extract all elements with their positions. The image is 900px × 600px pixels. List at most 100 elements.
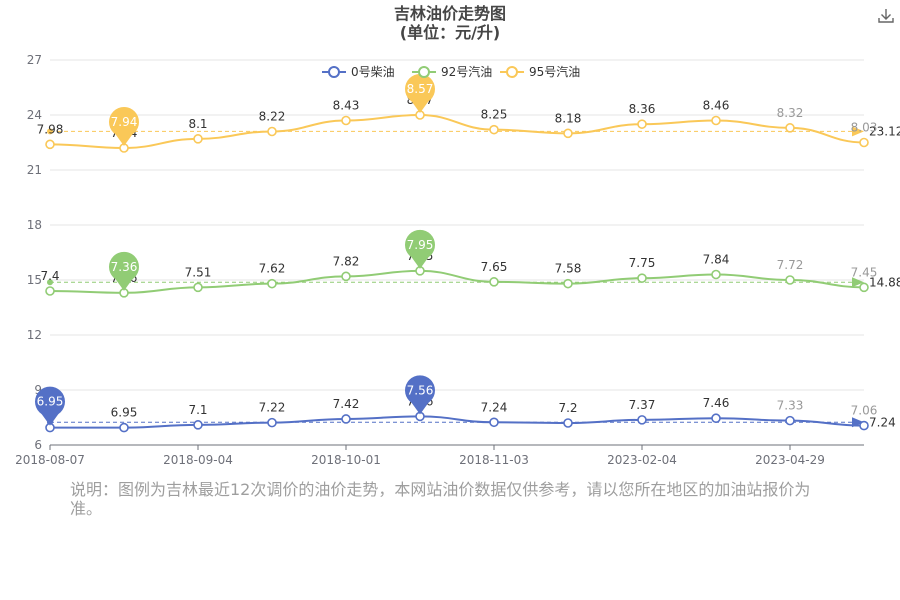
data-point (785, 275, 795, 285)
average-start-gas92 (47, 279, 53, 286)
data-label: 8.46 (703, 99, 730, 113)
legend-label-gas92: 92号汽油 (441, 64, 492, 79)
chart-title: 吉林油价走势图 (单位：元/升) (0, 4, 900, 42)
data-point (341, 271, 351, 282)
data-point (193, 420, 203, 430)
y-tick-label: 27 (27, 53, 42, 67)
legend-label-gas95: 95号汽油 (529, 64, 580, 79)
data-label: 7.37 (629, 398, 656, 412)
legend-label-diesel0: 0号柴油 (351, 65, 395, 79)
max-pin-diesel0-label: 7.56 (407, 383, 434, 397)
data-label: 7.82 (333, 254, 360, 268)
x-tick-label: 2023-02-04 (607, 453, 677, 467)
series-line-diesel0 (50, 415, 865, 429)
y-tick-label: 12 (27, 328, 42, 342)
chart-title-unit: (单位：元/升) (399, 23, 501, 42)
data-label: 7.65 (481, 260, 508, 274)
data-point (193, 134, 203, 144)
legend-symbol-diesel0 (328, 66, 340, 78)
data-point (341, 115, 351, 126)
data-label: 7.51 (185, 265, 212, 279)
series-gas92: 14.887.47.367.517.627.827.957.657.587.75… (40, 249, 900, 298)
data-label: 7.62 (259, 262, 286, 276)
average-arrow-gas95 (852, 126, 864, 137)
data-point (785, 415, 795, 426)
data-point (267, 417, 277, 428)
download-icon-graphic (878, 9, 894, 23)
data-label: 7.42 (333, 397, 360, 411)
data-label: 7.1 (188, 403, 207, 417)
max-pin-gas92: 7.95 (405, 229, 435, 269)
average-label-gas92: 14.88 (869, 275, 900, 289)
y-tick-label: 15 (27, 273, 42, 287)
max-pin-gas95-head (405, 74, 435, 104)
data-point (45, 286, 55, 296)
x-tick-label: 2023-04-29 (755, 453, 825, 467)
min-pin-diesel0: 6.95 (35, 386, 65, 426)
data-point (563, 418, 573, 428)
chart-title-main: 吉林油价走势图 (393, 4, 506, 23)
series-diesel0: 7.2476.957.17.227.427.567.247.27.377.467… (45, 394, 896, 433)
x-tick-label: 2018-09-04 (163, 453, 233, 467)
max-pin-gas92-label: 7.95 (407, 238, 434, 252)
min-pin-diesel0-label: 6.95 (37, 395, 64, 409)
data-label: 7.06 (851, 404, 878, 418)
data-label: 8.03 (851, 121, 878, 135)
data-label: 7.98 (37, 122, 64, 136)
data-label: 7.33 (777, 399, 804, 413)
data-label: 8.1 (188, 117, 207, 131)
data-point (489, 277, 499, 287)
legend-symbol-gas95 (506, 66, 518, 78)
y-tick-label: 18 (27, 218, 42, 232)
min-pin-diesel0-head (35, 386, 65, 417)
y-tick-label: 24 (27, 108, 42, 122)
series-line-gas92 (49, 269, 865, 294)
max-pin-gas92-head (405, 229, 435, 260)
data-point (119, 422, 129, 433)
data-point (859, 282, 869, 293)
min-pin-gas95-label: 7.94 (111, 115, 138, 129)
data-point (489, 417, 499, 428)
average-label-diesel0: 7.24 (869, 415, 896, 429)
data-label: 7.84 (703, 253, 730, 267)
average-arrow-diesel0 (852, 417, 864, 428)
data-label: 7.58 (555, 262, 582, 276)
min-pin-gas92-head (109, 251, 139, 282)
x-tick-label: 2018-08-07 (15, 453, 85, 467)
data-point (785, 123, 795, 133)
y-tick-label: 21 (27, 163, 42, 177)
data-label: 7.72 (777, 258, 804, 272)
data-label: 7.22 (259, 401, 286, 415)
data-point (711, 115, 721, 126)
data-point (859, 137, 869, 148)
min-pin-gas95-head (109, 107, 139, 137)
y-tick-label: 6 (34, 438, 42, 452)
x-tick-label: 2018-11-03 (459, 453, 529, 467)
max-pin-gas95-label: 8.57 (407, 82, 434, 96)
download-icon[interactable] (876, 6, 896, 26)
data-label: 8.18 (555, 111, 582, 125)
data-label: 7.45 (851, 265, 878, 279)
data-point (637, 119, 647, 129)
data-label: 7.75 (629, 256, 656, 270)
data-label: 8.43 (333, 99, 360, 113)
data-label: 7.4 (40, 269, 59, 283)
data-point (637, 415, 647, 425)
legend: 0号柴油 92号汽油 95号汽油 (322, 64, 580, 79)
legend-symbol-gas92 (418, 66, 430, 78)
grid-lines (50, 59, 864, 391)
data-point (711, 269, 721, 280)
data-point (563, 128, 573, 139)
min-pin-gas92-label: 7.36 (111, 260, 138, 274)
series-line-gas95 (49, 113, 865, 150)
chart-note: 说明：图例为吉林最近12次调价的油价走势，本网站油价数据仅供参考，请以您所在地区… (70, 480, 811, 518)
data-label: 7.2 (558, 401, 577, 415)
data-point (341, 414, 351, 424)
max-pin-gas95: 8.57 (405, 74, 435, 113)
data-point (193, 282, 203, 293)
data-label: 8.32 (777, 106, 804, 120)
min-pin-gas95: 7.94 (109, 107, 139, 146)
average-start-gas95 (47, 128, 53, 135)
max-pin-diesel0-head (405, 375, 435, 406)
